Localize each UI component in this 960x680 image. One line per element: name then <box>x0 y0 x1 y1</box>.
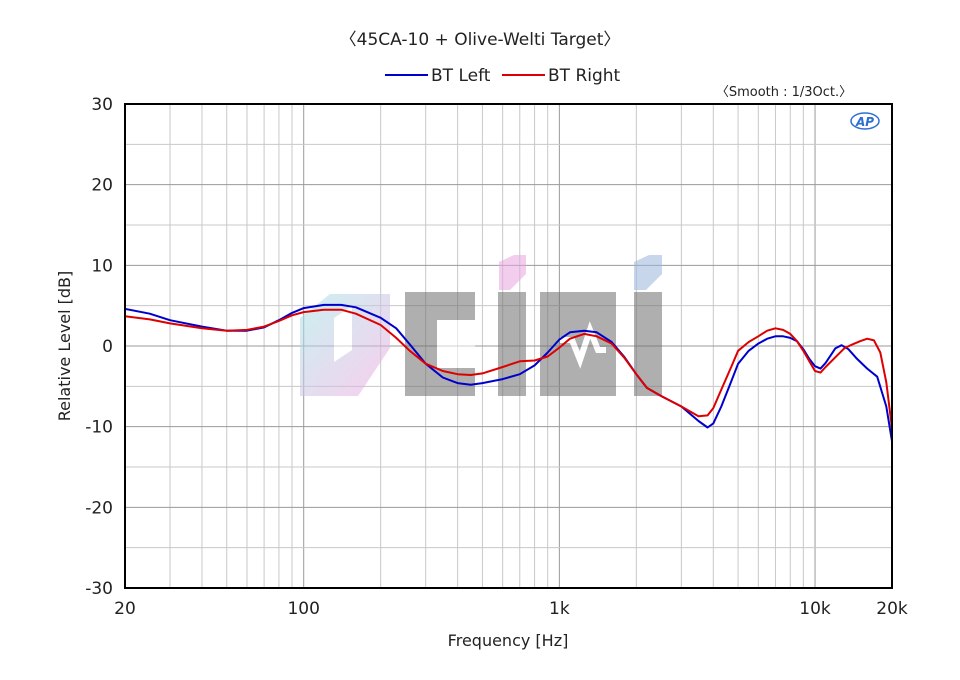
y-tick-label: 30 <box>91 95 113 115</box>
legend: BT Left BT Right <box>385 66 621 86</box>
ap-badge-icon: AP <box>850 112 880 130</box>
curves <box>124 303 893 442</box>
chart-title: 〈45CA-10 + Olive-Welti Target〉 <box>340 30 621 50</box>
watermark-letter-i-2 <box>634 292 662 396</box>
legend-label-bt-left: BT Left <box>431 66 491 86</box>
y-tick-label: -10 <box>85 418 113 438</box>
x-tick-label: 10k <box>799 599 831 619</box>
watermark-hexagon-cutout <box>334 306 352 362</box>
x-tick-label: 20k <box>876 599 908 619</box>
y-tick-label: -30 <box>85 579 113 599</box>
ap-badge-text: AP <box>855 115 874 129</box>
y-tick-label: -20 <box>85 498 113 518</box>
y-tick-labels: 30 20 10 0 -10 -20 -30 <box>85 95 113 599</box>
x-tick-label: 20 <box>114 599 136 619</box>
watermark-dot-2 <box>634 255 662 290</box>
y-axis-label: Relative Level [dB] <box>55 271 74 422</box>
watermark-dot-1 <box>499 255 526 290</box>
y-tick-label: 0 <box>102 337 113 357</box>
watermark-letter-c-gap <box>437 320 475 368</box>
x-tick-label: 1k <box>549 599 570 619</box>
series-line-bt-right <box>124 308 893 429</box>
smoothing-note: 〈Smooth : 1/3Oct.〉 <box>716 85 852 100</box>
y-tick-label: 10 <box>91 256 113 276</box>
x-axis-label: Frequency [Hz] <box>448 631 569 650</box>
x-tick-labels: 20 100 1k 10k 20k <box>114 599 908 619</box>
plot-frame <box>124 103 893 589</box>
watermark-letter-m <box>540 292 616 396</box>
x-tick-label: 100 <box>287 599 319 619</box>
watermark-letter-i-1 <box>498 292 526 396</box>
legend-label-bt-right: BT Right <box>548 66 621 86</box>
y-tick-label: 20 <box>91 176 113 196</box>
